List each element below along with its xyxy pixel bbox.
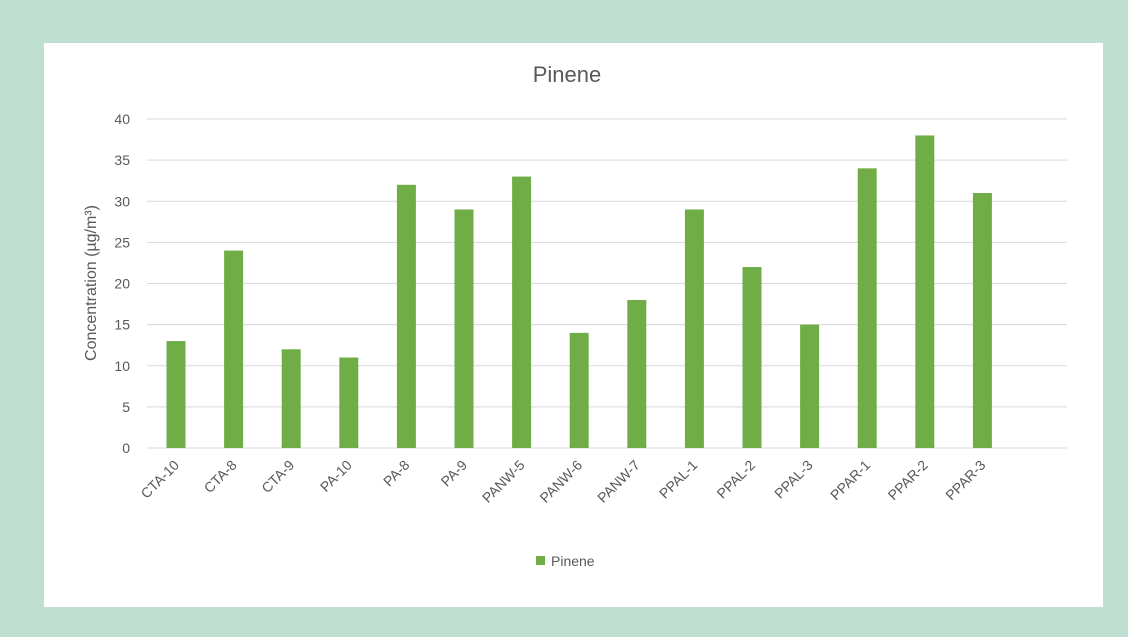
x-tick-label: PANW-6 (536, 457, 585, 506)
y-tick-label: 10 (114, 358, 130, 374)
x-tick-label: PPAL-1 (656, 457, 701, 502)
bar (339, 357, 359, 448)
bar (281, 349, 301, 448)
bar (627, 299, 647, 448)
y-tick-label: 5 (122, 399, 130, 415)
bar (512, 176, 532, 448)
bar (742, 267, 762, 448)
y-tick-label: 30 (114, 193, 130, 209)
x-tick-label: PPAR-2 (885, 457, 931, 503)
bar (972, 193, 992, 448)
y-tick-label: 0 (122, 440, 130, 456)
x-tick-label: PPAL-2 (713, 457, 758, 502)
y-axis-title: Concentration (µg/m³) (83, 205, 100, 361)
bars (166, 135, 992, 449)
x-tick-label: PPAR-1 (827, 457, 873, 503)
legend: Pinene (536, 553, 595, 569)
bar (857, 168, 877, 448)
bar (166, 341, 186, 448)
chart-title: Pinene (533, 62, 602, 87)
y-tick-label: 15 (114, 317, 130, 333)
x-tick-label: PANW-5 (479, 457, 528, 506)
y-tick-label: 25 (114, 234, 130, 250)
bar (800, 324, 820, 448)
gridlines (147, 118, 1067, 449)
legend-swatch (536, 556, 545, 565)
legend-label: Pinene (551, 553, 595, 569)
x-tick-label: CTA-9 (258, 457, 297, 496)
x-tick-label: CTA-8 (201, 457, 240, 496)
bar (684, 209, 704, 448)
bar (915, 135, 935, 448)
x-tick-label: PPAL-3 (771, 457, 816, 502)
x-tick-label: PA-10 (317, 457, 355, 495)
x-axis-ticks: CTA-10 CTA-8 CTA-9 PA-10 PA-8 PA-9 PANW-5 PANW-… (137, 457, 988, 506)
y-tick-label: 35 (114, 152, 130, 168)
bar (569, 332, 589, 448)
x-tick-label: PA-8 (380, 457, 413, 490)
bar (454, 209, 474, 448)
x-tick-label: PA-9 (438, 457, 471, 490)
x-tick-label: PPAR-3 (942, 457, 988, 503)
x-tick-label: PANW-7 (594, 457, 643, 506)
y-axis-ticks: 0 5 10 15 20 25 30 35 40 (114, 111, 130, 456)
y-tick-label: 40 (114, 111, 130, 127)
bar (224, 250, 244, 448)
x-tick-label: CTA-10 (137, 457, 182, 502)
bar (396, 184, 416, 449)
y-tick-label: 20 (114, 276, 130, 292)
